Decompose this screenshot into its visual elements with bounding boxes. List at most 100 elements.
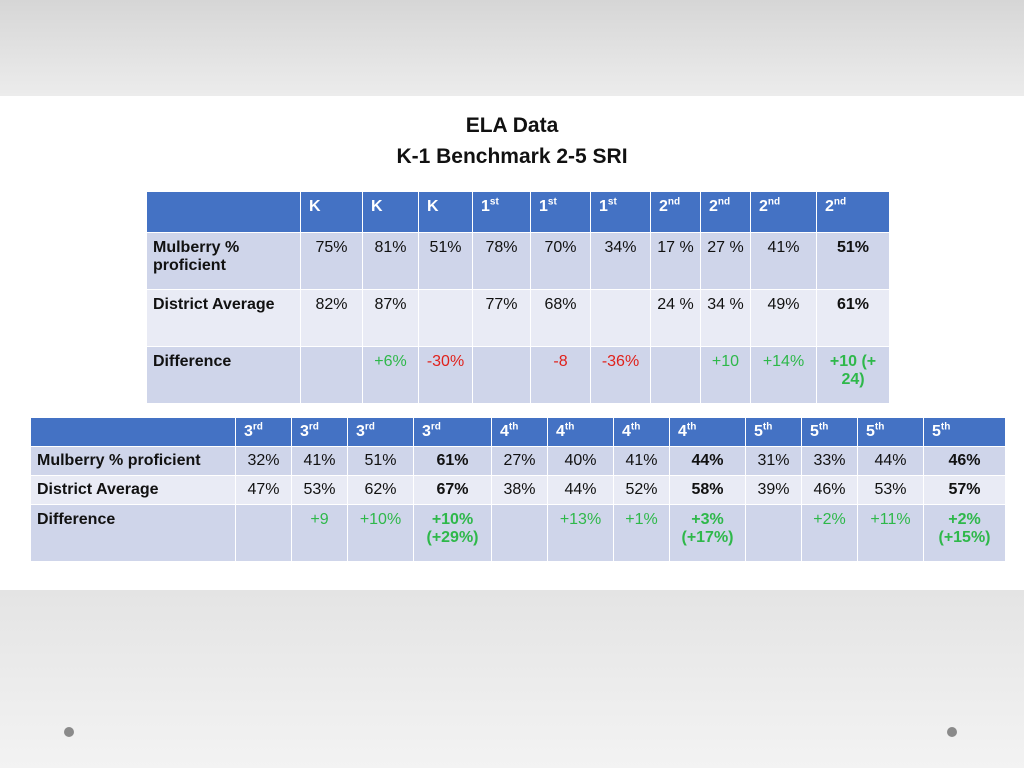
table-cell: -8 — [530, 346, 591, 404]
grade-header: 5th — [923, 417, 1006, 447]
row-label: District Average — [30, 475, 236, 505]
grade-header: 2nd — [750, 191, 817, 233]
top-band — [0, 0, 1024, 96]
slide-subtitle: K-1 Benchmark 2-5 SRI — [396, 145, 628, 168]
table-cell: 44% — [857, 446, 924, 476]
table-cell: 40% — [547, 446, 614, 476]
right-nav-dot-icon[interactable] — [947, 727, 957, 737]
grade-header: 4th — [491, 417, 548, 447]
grade-header: 1st — [472, 191, 531, 233]
grade-header: 1st — [530, 191, 591, 233]
grade-header: 3rd — [235, 417, 292, 447]
grade-header: 2nd — [816, 191, 890, 233]
table-cell: 47% — [235, 475, 292, 505]
table-cell: 78% — [472, 232, 531, 290]
table-cell: -36% — [590, 346, 651, 404]
table-cell: 87% — [362, 289, 419, 347]
table-cell: 67% — [413, 475, 492, 505]
table-cell: 57% — [923, 475, 1006, 505]
table-row: Difference +6% -30% -8 -36% +10 +14% +10… — [146, 346, 890, 404]
table-cell: 58% — [669, 475, 746, 505]
table-cell: 31% — [745, 446, 802, 476]
table-cell: 41% — [750, 232, 817, 290]
table-cell: 77% — [472, 289, 531, 347]
table-cell: 41% — [291, 446, 348, 476]
table-cell: 81% — [362, 232, 419, 290]
grade-header: 4th — [547, 417, 614, 447]
table-cell: 51% — [816, 232, 890, 290]
table-cell: 27% — [491, 446, 548, 476]
table-cell: 34% — [590, 232, 651, 290]
grade-header: 5th — [857, 417, 924, 447]
header-row: 3rd 3rd 3rd 3rd 4th 4th 4th 4th 5th 5th … — [30, 417, 1006, 447]
bottom-band — [0, 590, 1024, 768]
table-cell: +1% — [613, 504, 670, 562]
slide-title: ELA Data — [465, 114, 559, 137]
table-cell: 38% — [491, 475, 548, 505]
table-cell: 24 % — [650, 289, 701, 347]
grade-header: 3rd — [291, 417, 348, 447]
grades-3-5-sri-table: 3rd 3rd 3rd 3rd 4th 4th 4th 4th 5th 5th … — [30, 417, 1006, 562]
grade-header: 3rd — [347, 417, 414, 447]
table-cell: 17 % — [650, 232, 701, 290]
grade-header: 2nd — [700, 191, 751, 233]
table-cell — [300, 346, 363, 404]
table-cell: +6% — [362, 346, 419, 404]
table-cell — [491, 504, 548, 562]
table-cell: +10 (+ 24) — [816, 346, 890, 404]
table-row: Mulberry % proficient 75% 81% 51% 78% 70… — [146, 232, 890, 290]
table-cell: -30% — [418, 346, 473, 404]
table-row: District Average 82% 87% 77% 68% 24 % 34… — [146, 289, 890, 347]
grade-header: 5th — [801, 417, 858, 447]
table-cell: +3% (+17%) — [669, 504, 746, 562]
table-cell: 46% — [801, 475, 858, 505]
grade-header: 5th — [745, 417, 802, 447]
row-label: Difference — [146, 346, 301, 404]
row-label: Difference — [30, 504, 236, 562]
table-cell: 44% — [669, 446, 746, 476]
table-cell — [650, 346, 701, 404]
table-cell: 39% — [745, 475, 802, 505]
table-cell — [472, 346, 531, 404]
table-cell: 41% — [613, 446, 670, 476]
grade-header: 3rd — [413, 417, 492, 447]
table-cell: 53% — [291, 475, 348, 505]
table-cell: +11% — [857, 504, 924, 562]
grade-header: K — [418, 191, 473, 233]
table-cell: 53% — [857, 475, 924, 505]
left-nav-dot-icon[interactable] — [64, 727, 74, 737]
table-cell: 27 % — [700, 232, 751, 290]
grade-header: 1st — [590, 191, 651, 233]
table-cell — [235, 504, 292, 562]
grade-header: K — [300, 191, 363, 233]
table-cell: 51% — [347, 446, 414, 476]
table-cell: 61% — [816, 289, 890, 347]
table-cell: +10% (+29%) — [413, 504, 492, 562]
table-cell: 61% — [413, 446, 492, 476]
table-cell: 75% — [300, 232, 363, 290]
table-row: Difference +9 +10% +10% (+29%) +13% +1% … — [30, 504, 1006, 562]
table-cell: 62% — [347, 475, 414, 505]
grade-header: 2nd — [650, 191, 701, 233]
table-cell: +14% — [750, 346, 817, 404]
row-label: District Average — [146, 289, 301, 347]
table-cell — [590, 289, 651, 347]
header-blank-cell — [146, 191, 301, 233]
table-cell: 51% — [418, 232, 473, 290]
table-cell: +13% — [547, 504, 614, 562]
table-cell — [745, 504, 802, 562]
table-row: District Average 47% 53% 62% 67% 38% 44%… — [30, 475, 1006, 505]
table-cell: +10 — [700, 346, 751, 404]
table-cell: 52% — [613, 475, 670, 505]
grade-header: 4th — [669, 417, 746, 447]
table-cell: 44% — [547, 475, 614, 505]
table-cell: +2% (+15%) — [923, 504, 1006, 562]
table-cell: 34 % — [700, 289, 751, 347]
header-row: K K K 1st 1st 1st 2nd 2nd 2nd 2nd — [146, 191, 890, 233]
grade-header: 4th — [613, 417, 670, 447]
table-cell: 82% — [300, 289, 363, 347]
table-cell: +9 — [291, 504, 348, 562]
table-cell: +2% — [801, 504, 858, 562]
row-label: Mulberry % proficient — [30, 446, 236, 476]
table-cell: 46% — [923, 446, 1006, 476]
